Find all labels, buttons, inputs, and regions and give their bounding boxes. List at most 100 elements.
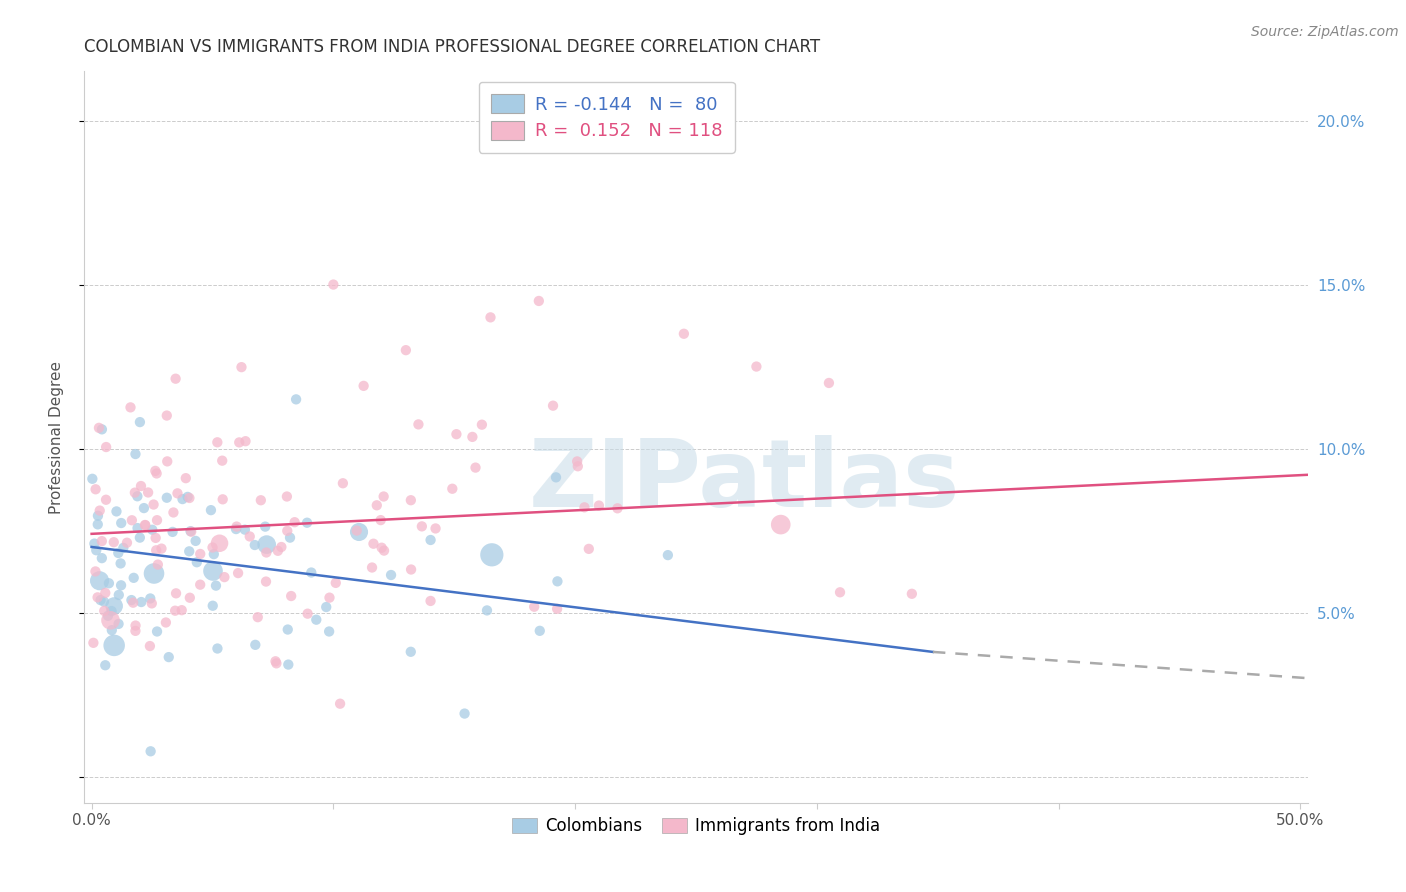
Point bbox=[170, 603, 193, 617]
Point bbox=[202, 547, 225, 561]
Point bbox=[110, 578, 132, 592]
Point bbox=[411, 519, 433, 533]
Point bbox=[94, 658, 117, 673]
Point bbox=[453, 706, 475, 721]
Point bbox=[285, 392, 308, 407]
Point bbox=[156, 454, 179, 468]
Point bbox=[363, 537, 385, 551]
Point bbox=[276, 524, 298, 538]
Text: ZIPatlas: ZIPatlas bbox=[529, 435, 960, 527]
Point bbox=[578, 541, 600, 556]
Point bbox=[186, 555, 208, 569]
Text: Source: ZipAtlas.com: Source: ZipAtlas.com bbox=[1251, 25, 1399, 39]
Point bbox=[82, 636, 104, 650]
Point bbox=[347, 524, 370, 539]
Point bbox=[103, 599, 125, 613]
Point bbox=[901, 587, 924, 601]
Point bbox=[100, 604, 122, 618]
Point bbox=[419, 594, 441, 608]
Point bbox=[527, 293, 550, 308]
Point bbox=[200, 503, 222, 517]
Point bbox=[318, 591, 340, 605]
Point bbox=[278, 531, 301, 545]
Point bbox=[207, 641, 229, 656]
Point bbox=[166, 486, 188, 500]
Point bbox=[127, 489, 149, 503]
Point bbox=[136, 485, 159, 500]
Point bbox=[425, 521, 447, 535]
Point bbox=[87, 517, 110, 532]
Point bbox=[399, 562, 422, 576]
Point bbox=[299, 566, 322, 580]
Point bbox=[134, 518, 156, 533]
Point bbox=[239, 529, 262, 543]
Point bbox=[266, 657, 288, 671]
Point bbox=[214, 570, 236, 584]
Point bbox=[346, 524, 368, 538]
Point bbox=[464, 460, 486, 475]
Point bbox=[83, 536, 105, 550]
Point bbox=[90, 593, 112, 607]
Point bbox=[179, 491, 201, 505]
Point bbox=[481, 548, 503, 562]
Point bbox=[165, 604, 187, 618]
Point bbox=[115, 535, 138, 549]
Point bbox=[277, 623, 299, 637]
Point bbox=[142, 498, 165, 512]
Point bbox=[267, 543, 290, 558]
Point bbox=[441, 482, 464, 496]
Point bbox=[141, 523, 163, 537]
Point bbox=[146, 513, 169, 527]
Point bbox=[565, 454, 588, 468]
Point bbox=[828, 585, 851, 599]
Point bbox=[254, 545, 277, 559]
Point bbox=[124, 624, 146, 638]
Point bbox=[315, 600, 337, 615]
Point bbox=[329, 697, 352, 711]
Point bbox=[129, 479, 152, 493]
Point bbox=[188, 577, 211, 591]
Point bbox=[361, 560, 384, 574]
Point bbox=[132, 501, 155, 516]
Text: COLOMBIAN VS IMMIGRANTS FROM INDIA PROFESSIONAL DEGREE CORRELATION CHART: COLOMBIAN VS IMMIGRANTS FROM INDIA PROFE… bbox=[84, 38, 821, 56]
Point bbox=[471, 417, 494, 432]
Point bbox=[89, 503, 111, 517]
Point bbox=[157, 650, 180, 665]
Point bbox=[90, 422, 112, 436]
Point bbox=[146, 558, 169, 572]
Point bbox=[225, 522, 247, 536]
Point bbox=[370, 513, 392, 527]
Point bbox=[103, 535, 125, 549]
Point bbox=[211, 453, 233, 467]
Point bbox=[523, 599, 546, 614]
Point bbox=[139, 639, 162, 653]
Point bbox=[105, 504, 128, 518]
Point bbox=[243, 538, 266, 552]
Point bbox=[86, 591, 108, 605]
Point bbox=[284, 515, 307, 529]
Point bbox=[139, 744, 162, 758]
Point bbox=[567, 459, 589, 474]
Point bbox=[174, 471, 197, 485]
Point bbox=[120, 593, 142, 607]
Point bbox=[541, 399, 564, 413]
Point bbox=[179, 591, 201, 605]
Point bbox=[256, 538, 278, 552]
Point bbox=[529, 624, 551, 638]
Point bbox=[124, 485, 146, 500]
Point bbox=[162, 506, 184, 520]
Point bbox=[250, 493, 273, 508]
Point bbox=[103, 639, 125, 653]
Point bbox=[176, 490, 198, 504]
Point bbox=[156, 491, 179, 505]
Point bbox=[264, 654, 287, 668]
Point bbox=[101, 623, 124, 637]
Point bbox=[322, 277, 344, 292]
Point bbox=[208, 536, 231, 550]
Point bbox=[544, 470, 567, 484]
Point bbox=[145, 467, 167, 481]
Point bbox=[373, 543, 395, 558]
Point bbox=[97, 576, 120, 591]
Point bbox=[235, 434, 257, 449]
Point bbox=[128, 531, 150, 545]
